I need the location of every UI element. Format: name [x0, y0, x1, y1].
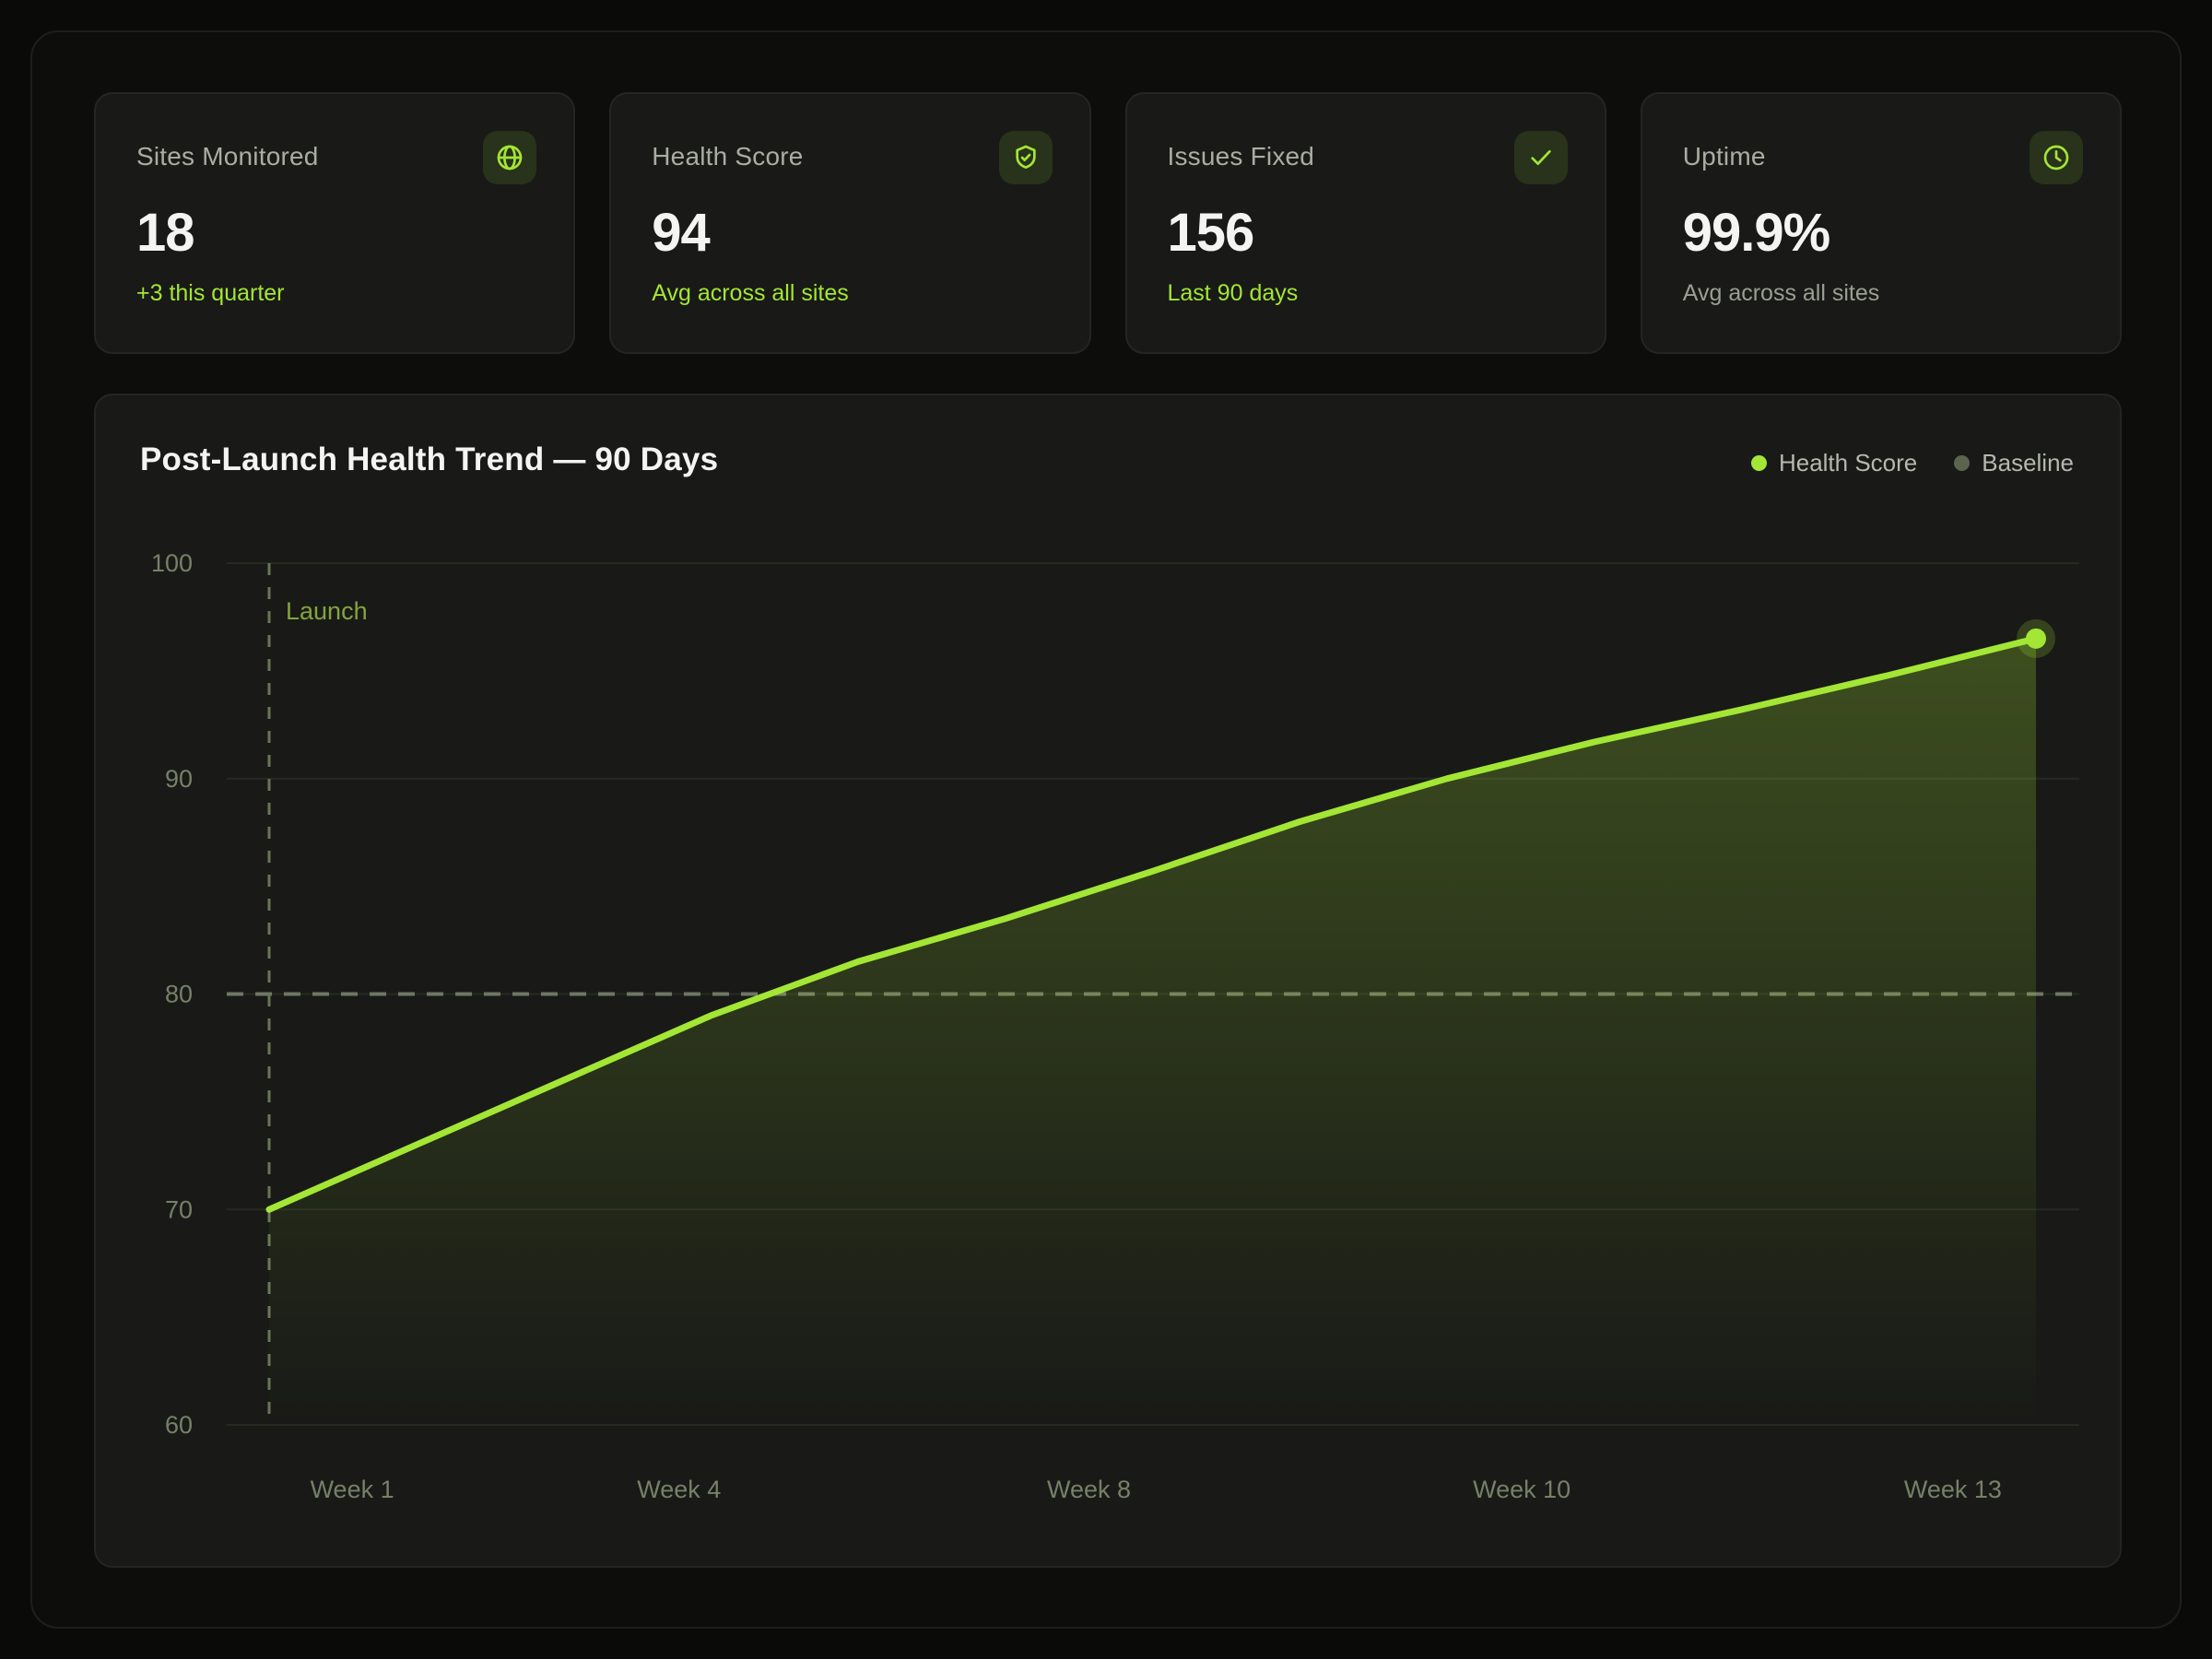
x-tick-label-5: Week 13 — [1904, 1476, 2002, 1503]
health-score-line — [265, 635, 2040, 1213]
y-tick-label-90: 90 — [165, 765, 193, 793]
health-score-area-fill — [269, 638, 2036, 1425]
health-trend-chart-card: Post-Launch Health Trend — 90 Days Healt… — [94, 394, 2122, 1568]
stat-label: Sites Monitored — [136, 142, 319, 171]
stat-label: Uptime — [1682, 142, 1766, 171]
chart-title: Post-Launch Health Trend — 90 Days — [140, 441, 719, 477]
stat-subtext: Last 90 days — [1167, 280, 1299, 306]
legend-item-baseline[interactable]: Baseline — [1954, 449, 2074, 477]
check-icon — [1513, 131, 1568, 184]
launch-annotation-label: Launch — [286, 597, 368, 625]
stat-subtext: Avg across all sites — [1682, 280, 1880, 306]
stat-card-uptime: Uptime 99.9% Avg across all sites — [1640, 92, 2122, 354]
end-point-dot — [2026, 628, 2046, 649]
stat-value: 156 — [1167, 203, 1255, 263]
stat-value: 18 — [136, 203, 195, 263]
stat-subtext: Avg across all sites — [652, 280, 849, 306]
legend-item-health-score[interactable]: Health Score — [1750, 449, 1918, 477]
y-tick-label-100: 100 — [151, 549, 193, 577]
baseline-legend-dot — [1954, 455, 1971, 471]
y-tick-label-70: 70 — [165, 1195, 193, 1223]
y-tick-label-80: 80 — [165, 981, 193, 1008]
x-tick-label-4: Week 10 — [1473, 1476, 1571, 1503]
health-trend-chart: 100 90 80 70 60 Launch Week 1 Week 4 Week 8 Week … — [151, 549, 2079, 1503]
health-score-legend-dot — [1750, 455, 1767, 471]
globe-icon — [483, 131, 537, 184]
stat-value: 94 — [652, 203, 711, 263]
chart-legend: Health Score Baseline — [1750, 449, 2074, 477]
stat-card-issues-fixed: Issues Fixed 156 Last 90 days — [1124, 92, 1606, 354]
x-tick-label-3: Week 8 — [1047, 1476, 1131, 1503]
stat-label: Health Score — [652, 142, 804, 171]
shield-check-icon — [998, 131, 1053, 184]
stat-card-row: Sites Monitored 18 +3 this quarter Healt… — [94, 92, 2122, 354]
legend-label: Health Score — [1778, 449, 1918, 477]
y-tick-label-60: 60 — [165, 1411, 193, 1439]
x-tick-label-1: Week 1 — [311, 1476, 394, 1503]
stat-value: 99.9% — [1682, 203, 1830, 263]
stat-card-sites-monitored: Sites Monitored 18 +3 this quarter — [94, 92, 576, 354]
stat-card-health-score: Health Score 94 Avg across all sites — [609, 92, 1091, 354]
x-tick-label-2: Week 4 — [637, 1476, 721, 1503]
stat-subtext: +3 this quarter — [136, 280, 285, 306]
dashboard-container: Sites Monitored 18 +3 this quarter Healt… — [30, 30, 2182, 1629]
stat-label: Issues Fixed — [1167, 142, 1315, 171]
clock-icon — [2030, 131, 2083, 184]
legend-label: Baseline — [1982, 449, 2074, 477]
